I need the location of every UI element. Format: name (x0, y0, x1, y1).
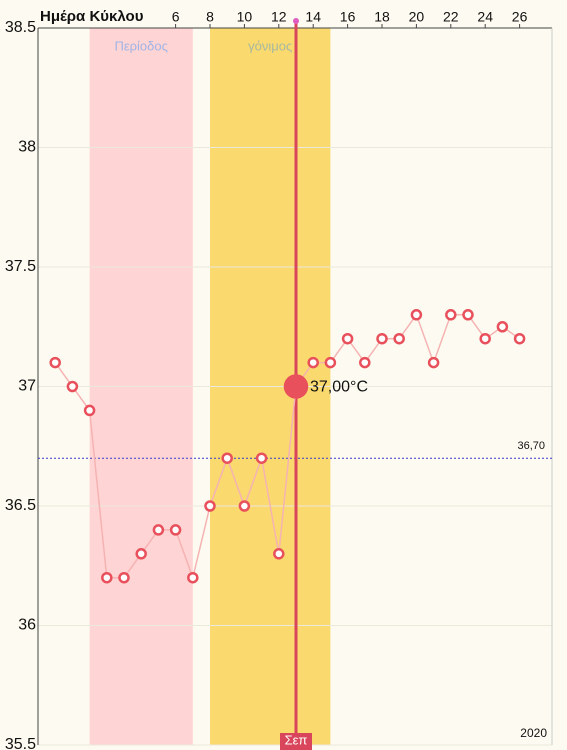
y-tick-label: 38 (18, 139, 36, 156)
point (307, 356, 319, 369)
point (169, 524, 182, 536)
point (238, 500, 251, 512)
point (152, 524, 165, 536)
x-tick-label: 16 (340, 9, 356, 25)
point (83, 404, 96, 417)
point (255, 452, 268, 464)
point (462, 309, 474, 321)
year-label: 2020 (520, 726, 547, 740)
point (427, 356, 440, 369)
point (496, 321, 509, 333)
point (376, 332, 388, 345)
point (410, 309, 423, 321)
x-tick-label: 8 (206, 9, 214, 25)
y-tick-label: 37.5 (5, 258, 36, 275)
y-tick-label: 35.5 (5, 736, 36, 750)
point (101, 571, 113, 584)
point (66, 380, 79, 393)
point (445, 309, 457, 321)
x-tick-label: 22 (443, 9, 459, 25)
point (393, 332, 405, 345)
x-tick-label: 26 (512, 9, 528, 25)
series-line (54, 313, 521, 581)
x-tick-label: 14 (305, 9, 321, 25)
band-label: γόνιμος (248, 38, 292, 53)
point (118, 571, 130, 584)
x-tick-label: 12 (271, 9, 287, 25)
x-tick-label: 24 (477, 9, 493, 25)
y-tick-label: 36.5 (5, 497, 36, 514)
y-tick-label: 36 (18, 617, 36, 634)
selected-dot (293, 18, 299, 24)
y-tick-label: 38.5 (5, 19, 36, 36)
point (273, 548, 285, 560)
point (324, 356, 337, 369)
x-tick-label: 10 (237, 9, 253, 25)
coverline-label: 36,70 (517, 440, 545, 452)
y-tick-label: 37 (18, 378, 36, 395)
point (359, 356, 371, 369)
point (187, 571, 199, 584)
month-badge (280, 733, 312, 750)
point (49, 356, 61, 369)
band-label: Περίοδος (114, 38, 167, 53)
x-axis-title: Ημέρα Κύκλου (40, 8, 144, 25)
month-label: Σεπ (285, 732, 308, 747)
x-tick-label: 18 (374, 9, 390, 25)
x-tick-label: 6 (172, 9, 180, 25)
selected-point (283, 374, 309, 399)
point (135, 548, 147, 560)
selected-value-label: 37,00°C (310, 379, 368, 396)
point (221, 452, 233, 464)
point (341, 332, 354, 345)
x-tick-label: 20 (409, 9, 425, 25)
point (204, 500, 216, 512)
point (479, 332, 491, 345)
point (513, 332, 526, 345)
